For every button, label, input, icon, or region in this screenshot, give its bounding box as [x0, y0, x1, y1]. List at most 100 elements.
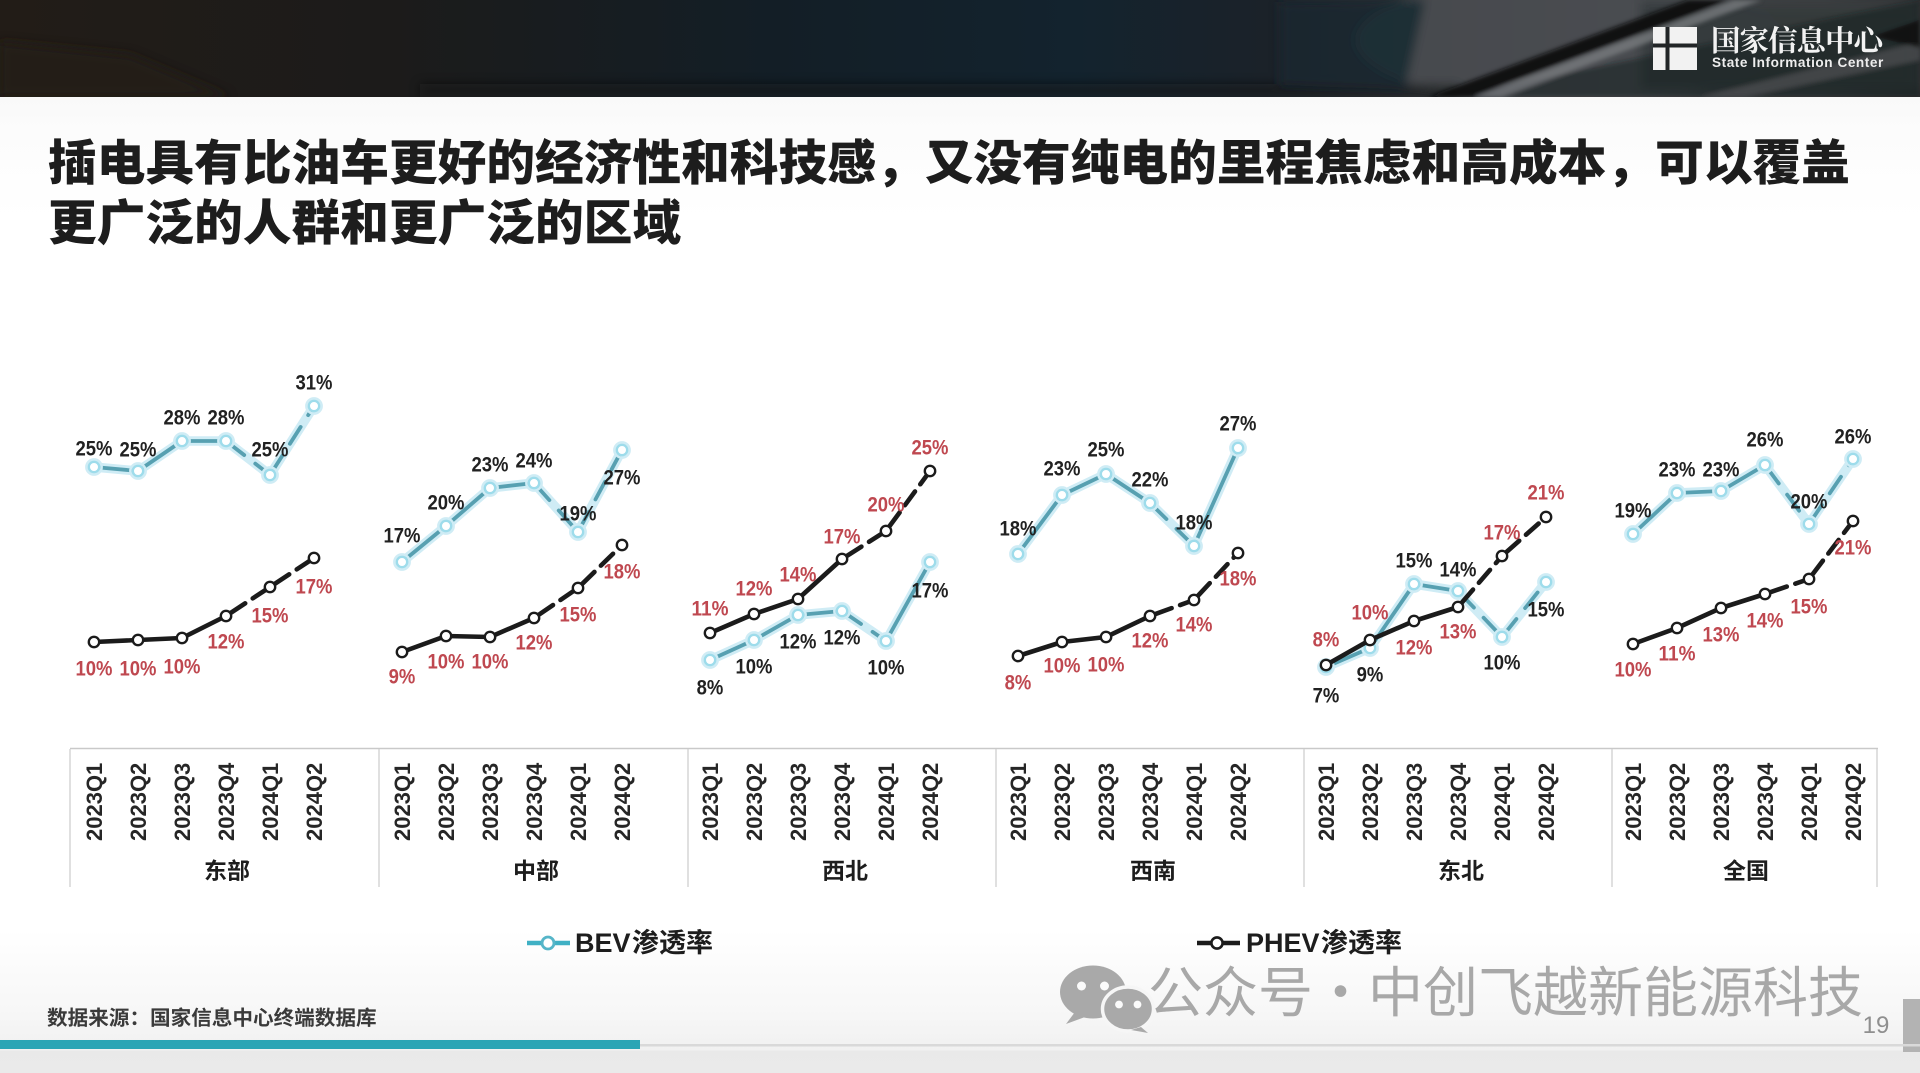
svg-text:12%: 12%	[1396, 636, 1433, 660]
svg-text:2023Q2: 2023Q2	[742, 763, 767, 841]
svg-text:28%: 28%	[164, 406, 201, 430]
svg-text:27%: 27%	[604, 466, 641, 490]
svg-text:2024Q1: 2024Q1	[1797, 763, 1822, 841]
svg-text:17%: 17%	[1484, 521, 1521, 545]
svg-text:15%: 15%	[1528, 598, 1565, 622]
svg-text:10%: 10%	[1352, 601, 1389, 625]
svg-text:21%: 21%	[1528, 481, 1565, 505]
svg-text:2023Q2: 2023Q2	[126, 763, 151, 841]
svg-text:2023Q1: 2023Q1	[1621, 763, 1646, 841]
svg-text:24%: 24%	[516, 449, 553, 473]
svg-text:10%: 10%	[164, 655, 201, 679]
svg-text:12%: 12%	[824, 626, 861, 650]
svg-text:PHEV: PHEV	[1246, 928, 1320, 958]
svg-text:10%: 10%	[1088, 653, 1125, 677]
svg-text:31%: 31%	[296, 371, 333, 395]
svg-text:23%: 23%	[1044, 457, 1081, 481]
svg-text:2023Q3: 2023Q3	[170, 763, 195, 841]
svg-text:2023Q1: 2023Q1	[1006, 763, 1031, 841]
svg-text:18%: 18%	[1176, 511, 1213, 535]
svg-text:10%: 10%	[120, 657, 157, 681]
svg-text:2023Q3: 2023Q3	[786, 763, 811, 841]
svg-text:2023Q1: 2023Q1	[698, 763, 723, 841]
svg-text:12%: 12%	[516, 631, 553, 655]
svg-text:2023Q2: 2023Q2	[1050, 763, 1075, 841]
svg-text:2024Q2: 2024Q2	[302, 763, 327, 841]
svg-text:2023Q4: 2023Q4	[1446, 762, 1471, 841]
svg-text:7%: 7%	[1313, 684, 1340, 708]
svg-text:19%: 19%	[560, 502, 597, 526]
svg-text:23%: 23%	[1703, 458, 1740, 482]
svg-text:2024Q2: 2024Q2	[1841, 763, 1866, 841]
svg-text:10%: 10%	[1615, 658, 1652, 682]
svg-text:18%: 18%	[604, 560, 641, 584]
svg-text:2023Q4: 2023Q4	[830, 762, 855, 841]
svg-text:2023Q4: 2023Q4	[522, 762, 547, 841]
svg-text:12%: 12%	[780, 630, 817, 654]
svg-text:2024Q1: 2024Q1	[1490, 763, 1515, 841]
svg-text:18%: 18%	[1000, 517, 1037, 541]
svg-text:BEV: BEV	[575, 928, 631, 958]
svg-text:10%: 10%	[76, 657, 113, 681]
svg-text:10%: 10%	[472, 650, 509, 674]
svg-text:28%: 28%	[208, 406, 245, 430]
svg-text:2023Q4: 2023Q4	[1138, 762, 1163, 841]
svg-text:15%: 15%	[560, 603, 597, 627]
svg-text:10%: 10%	[1484, 651, 1521, 675]
svg-text:2024Q1: 2024Q1	[566, 763, 591, 841]
svg-text:2024Q1: 2024Q1	[874, 763, 899, 841]
svg-text:20%: 20%	[1791, 490, 1828, 514]
svg-text:17%: 17%	[384, 524, 421, 548]
svg-text:13%: 13%	[1703, 623, 1740, 647]
svg-text:17%: 17%	[296, 575, 333, 599]
svg-text:12%: 12%	[1132, 629, 1169, 653]
svg-text:2023Q3: 2023Q3	[1709, 763, 1734, 841]
svg-text:10%: 10%	[736, 655, 773, 679]
svg-text:14%: 14%	[1176, 613, 1213, 637]
svg-text:15%: 15%	[252, 604, 289, 628]
svg-text:22%: 22%	[1132, 468, 1169, 492]
svg-text:25%: 25%	[252, 438, 289, 462]
svg-text:2023Q4: 2023Q4	[1753, 762, 1778, 841]
svg-text:2023Q3: 2023Q3	[1094, 763, 1119, 841]
svg-text:2024Q1: 2024Q1	[258, 763, 283, 841]
svg-text:2024Q2: 2024Q2	[918, 763, 943, 841]
svg-text:14%: 14%	[1440, 558, 1477, 582]
svg-text:17%: 17%	[824, 525, 861, 549]
svg-text:12%: 12%	[736, 577, 773, 601]
svg-text:18%: 18%	[1220, 567, 1257, 591]
svg-text:27%: 27%	[1220, 412, 1257, 436]
svg-text:2024Q2: 2024Q2	[610, 763, 635, 841]
svg-text:10%: 10%	[1044, 654, 1081, 678]
svg-text:2024Q2: 2024Q2	[1226, 763, 1251, 841]
svg-text:2023Q2: 2023Q2	[1358, 763, 1383, 841]
svg-text:25%: 25%	[1088, 438, 1125, 462]
svg-text:15%: 15%	[1396, 549, 1433, 573]
svg-text:19%: 19%	[1615, 499, 1652, 523]
svg-text:9%: 9%	[389, 665, 416, 689]
svg-text:17%: 17%	[912, 579, 949, 603]
svg-text:2023Q3: 2023Q3	[1402, 763, 1427, 841]
svg-text:8%: 8%	[1005, 671, 1032, 695]
svg-text:2023Q1: 2023Q1	[1314, 763, 1339, 841]
svg-text:19: 19	[1863, 1012, 1890, 1039]
svg-text:14%: 14%	[1747, 609, 1784, 633]
svg-text:2024Q1: 2024Q1	[1182, 763, 1207, 841]
svg-text:8%: 8%	[1313, 628, 1340, 652]
svg-text:10%: 10%	[868, 656, 905, 680]
svg-text:15%: 15%	[1791, 595, 1828, 619]
svg-text:2023Q1: 2023Q1	[390, 763, 415, 841]
svg-text:State Information Center: State Information Center	[1712, 55, 1884, 70]
svg-text:2023Q1: 2023Q1	[82, 763, 107, 841]
svg-text:2023Q3: 2023Q3	[478, 763, 503, 841]
svg-text:20%: 20%	[868, 493, 905, 517]
svg-text:12%: 12%	[208, 630, 245, 654]
svg-text:10%: 10%	[428, 650, 465, 674]
svg-text:11%: 11%	[1659, 642, 1696, 666]
svg-text:20%: 20%	[428, 491, 465, 515]
svg-text:26%: 26%	[1835, 425, 1872, 449]
svg-text:2023Q2: 2023Q2	[1665, 763, 1690, 841]
svg-text:8%: 8%	[697, 676, 724, 700]
svg-text:2023Q4: 2023Q4	[214, 762, 239, 841]
svg-text:2023Q2: 2023Q2	[434, 763, 459, 841]
